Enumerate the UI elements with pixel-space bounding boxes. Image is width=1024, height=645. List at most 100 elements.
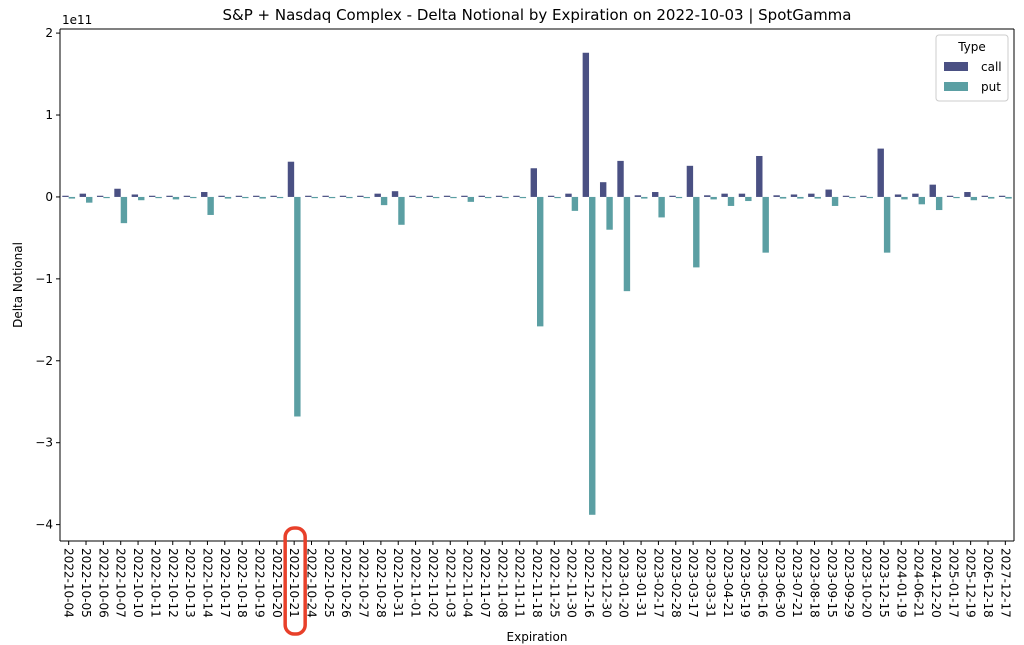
y-tick-label: −4 — [35, 518, 53, 532]
bar-call-2022-10-26 — [339, 195, 347, 197]
y-tick-label: −2 — [35, 354, 53, 368]
x-tick-label: 2022-10-04 — [62, 548, 76, 618]
bar-put-2023-06-30 — [779, 196, 787, 199]
y-offset-label: 1e11 — [62, 13, 92, 27]
bar-call-2022-11-04 — [461, 195, 468, 197]
y-axis-label: Delta Notional — [11, 242, 25, 328]
bar-call-2025-12-19 — [964, 192, 971, 197]
x-tick-label: 2024-01-19 — [894, 548, 908, 618]
bar-call-2023-08-18 — [808, 193, 815, 197]
x-tick-label: 2022-10-18 — [235, 548, 249, 618]
bar-put-2022-10-13 — [190, 196, 197, 199]
legend-swatch-put — [944, 82, 968, 91]
bar-call-2022-10-25 — [322, 195, 329, 197]
x-tick-label: 2027-12-17 — [998, 548, 1012, 618]
bar-put-2022-10-24 — [311, 196, 318, 199]
bar-put-2022-10-31 — [398, 196, 405, 225]
bar-put-2023-01-20 — [623, 196, 631, 292]
x-tick-label: 2023-03-17 — [686, 548, 700, 618]
bar-put-2022-11-04 — [467, 196, 475, 202]
bar-put-2023-02-28 — [675, 196, 683, 199]
bar-put-2027-12-17 — [1005, 196, 1012, 199]
bar-call-2022-10-04 — [62, 195, 69, 197]
chart-title: S&P + Nasdaq Complex - Delta Notional by… — [222, 6, 851, 24]
bar-call-2027-12-17 — [998, 195, 1006, 197]
x-tick-label: 2022-10-25 — [322, 548, 336, 618]
bar-call-2023-01-31 — [634, 195, 642, 197]
x-tick-label: 2023-01-20 — [617, 548, 631, 618]
bar-put-2025-12-19 — [970, 196, 978, 201]
x-tick-label: 2022-10-10 — [131, 548, 145, 618]
bar-put-2022-10-14 — [207, 196, 214, 215]
x-tick-label: 2022-11-04 — [461, 548, 475, 618]
x-tick-label: 2022-10-20 — [270, 548, 284, 618]
bar-call-2022-10-12 — [166, 195, 173, 197]
x-tick-label: 2022-11-25 — [547, 548, 561, 618]
legend-swatch-call — [944, 62, 968, 71]
bar-call-2022-12-16 — [582, 52, 590, 197]
bar-call-2022-11-02 — [426, 195, 433, 197]
bar-call-2022-10-31 — [391, 191, 399, 197]
bar-call-2024-01-19 — [894, 194, 902, 197]
y-tick-label: 2 — [45, 26, 53, 40]
x-tick-label: 2022-11-07 — [478, 548, 492, 618]
x-tick-label: 2024-06-21 — [912, 548, 926, 618]
bar-put-2022-10-18 — [242, 196, 249, 199]
bar-put-2023-07-21 — [797, 196, 804, 199]
x-tick-label: 2022-10-21 — [287, 548, 301, 618]
x-tick-label: 2023-09-29 — [842, 548, 856, 618]
bar-call-2022-10-11 — [149, 195, 156, 197]
bar-put-2023-01-31 — [641, 196, 648, 199]
x-tick-label: 2022-11-08 — [495, 548, 509, 618]
bar-call-2023-06-16 — [756, 155, 763, 197]
x-tick-label: 2022-10-12 — [166, 548, 180, 618]
x-tick-label: 2022-10-31 — [391, 548, 405, 618]
x-tick-label: 2022-11-18 — [530, 548, 544, 618]
bar-put-2022-10-06 — [103, 196, 110, 199]
x-tick-label: 2025-01-17 — [946, 548, 960, 618]
y-tick-label: 0 — [45, 190, 53, 204]
legend-label-put: put — [981, 80, 1001, 94]
bar-call-2022-10-05 — [79, 193, 87, 197]
bar-call-2022-10-21 — [287, 161, 295, 197]
bar-put-2023-03-31 — [710, 196, 717, 200]
y-tick-label: −1 — [35, 272, 53, 286]
bar-call-2023-09-29 — [842, 195, 850, 197]
x-tick-label: 2023-07-21 — [790, 548, 804, 618]
bar-call-2022-10-24 — [305, 195, 312, 197]
legend-label-call: call — [981, 60, 1002, 74]
bar-put-2023-05-19 — [745, 196, 752, 202]
bar-put-2022-11-18 — [537, 196, 544, 327]
x-tick-label: 2022-10-07 — [114, 548, 128, 618]
x-tick-label: 2023-09-15 — [825, 548, 839, 618]
x-tick-label: 2022-10-06 — [96, 548, 110, 618]
x-tick-label: 2022-12-30 — [599, 548, 613, 618]
bar-put-2025-01-17 — [953, 196, 960, 199]
bar-put-2022-11-02 — [432, 196, 440, 199]
bar-call-2022-10-07 — [114, 188, 121, 197]
x-tick-label: 2026-12-18 — [981, 548, 995, 618]
bar-call-2023-12-15 — [877, 148, 884, 197]
x-tick-label: 2023-01-31 — [634, 548, 648, 618]
bar-put-2022-10-11 — [155, 196, 162, 199]
x-tick-label: 2023-02-17 — [651, 548, 665, 618]
bar-put-2022-10-17 — [224, 196, 232, 199]
bar-call-2023-05-19 — [738, 193, 746, 197]
x-axis-label: Expiration — [507, 630, 568, 644]
bar-put-2022-11-25 — [554, 196, 561, 199]
legend-title: Type — [957, 40, 986, 54]
x-tick-label: 2022-11-11 — [513, 548, 527, 618]
x-tick-label: 2022-10-19 — [252, 548, 266, 618]
bar-put-2022-10-07 — [120, 196, 128, 224]
bar-call-2023-02-28 — [669, 195, 676, 197]
bar-call-2022-11-18 — [530, 168, 537, 197]
bar-call-2022-10-17 — [218, 195, 225, 197]
bar-put-2023-04-21 — [727, 196, 735, 206]
x-tick-label: 2022-11-02 — [426, 548, 440, 618]
bar-call-2023-02-17 — [652, 192, 659, 197]
bar-put-2024-12-20 — [935, 196, 943, 211]
x-tick-label: 2022-11-30 — [565, 548, 579, 618]
x-tick-label: 2022-11-01 — [409, 548, 423, 618]
